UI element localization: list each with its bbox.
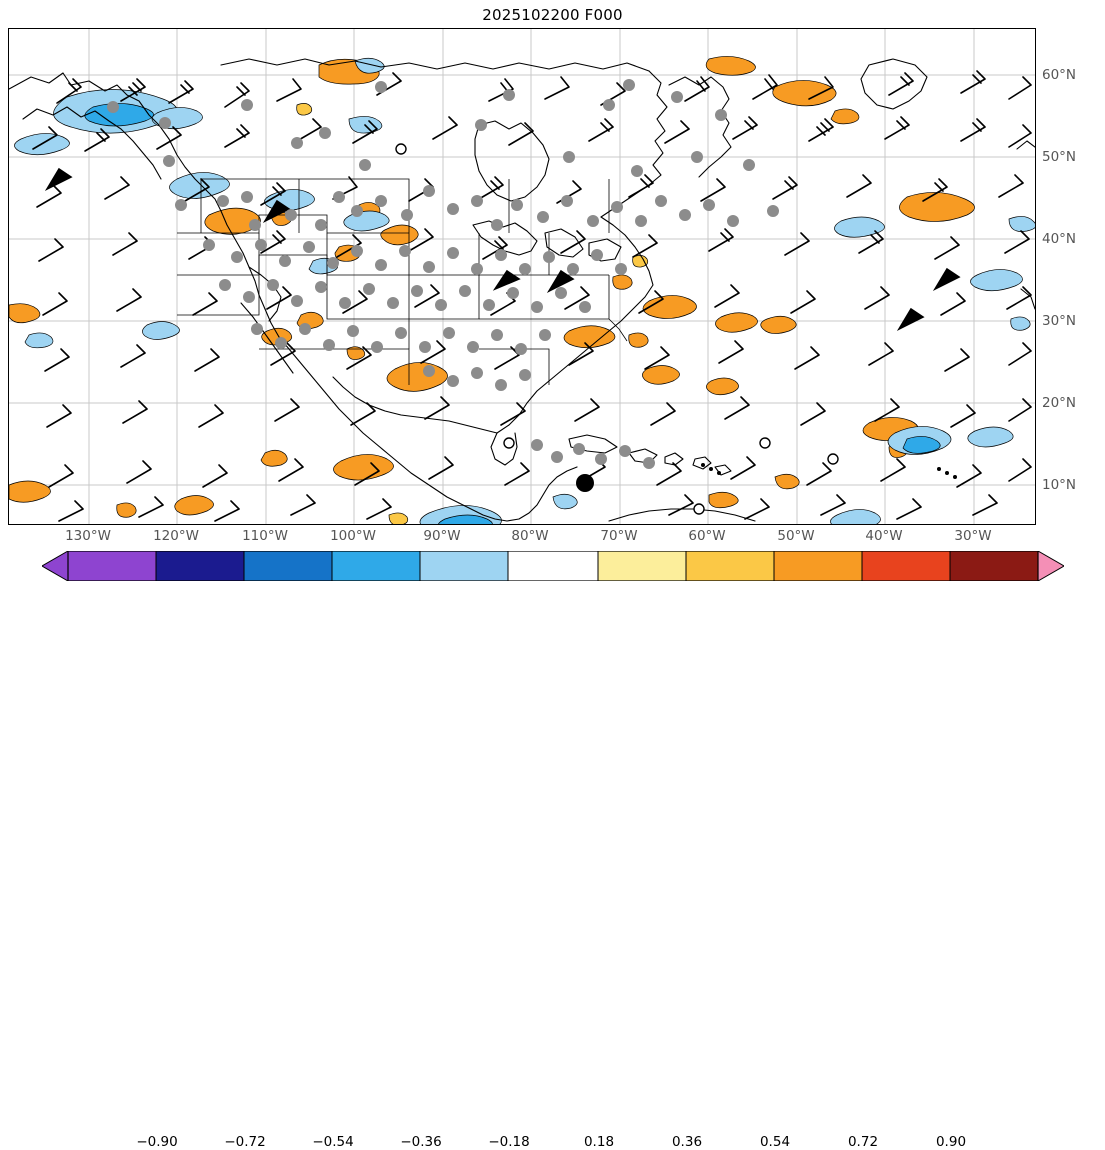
lat-tick-10n: 10°N bbox=[1042, 477, 1077, 493]
page-title: 2025102200 F000 bbox=[482, 6, 623, 24]
lat-tick-60n: 60°N bbox=[1042, 67, 1077, 83]
lon-tick-50w: 50°W bbox=[777, 528, 815, 544]
wind-barb-pennants bbox=[44, 167, 961, 331]
map-panel bbox=[8, 28, 1036, 525]
lon-tick-130w: 130°W bbox=[65, 528, 111, 544]
map-coastlines bbox=[9, 58, 1035, 522]
colorbar-tick--0.18: −0.18 bbox=[488, 1134, 530, 1150]
colorbar-tick-0.54: 0.54 bbox=[759, 1134, 791, 1150]
figure-root: 2025102200 F000 bbox=[8, 6, 1098, 1150]
wind-barbs bbox=[32, 70, 1032, 522]
lat-tick-20n: 20°N bbox=[1042, 395, 1077, 411]
station-markers bbox=[107, 79, 779, 469]
station-marker-filled-black bbox=[576, 463, 957, 492]
shaded-anomaly-field bbox=[9, 56, 1035, 524]
colorbar-tick-0.90: 0.90 bbox=[935, 1134, 967, 1150]
lon-tick-100w: 100°W bbox=[330, 528, 376, 544]
colorbar-tick--0.54: −0.54 bbox=[312, 1134, 354, 1150]
station-markers-open bbox=[395, 143, 839, 515]
lon-tick-60w: 60°W bbox=[688, 528, 726, 544]
colorbar-tick--0.90: −0.90 bbox=[136, 1134, 178, 1150]
colorbar-swatches bbox=[42, 551, 1064, 581]
colorbar: −0.90 −0.72 −0.54 −0.36 −0.18 0.18 0.36 … bbox=[8, 551, 1098, 1150]
lon-tick-40w: 40°W bbox=[865, 528, 903, 544]
lon-tick-120w: 120°W bbox=[153, 528, 199, 544]
lat-tick-40n: 40°N bbox=[1042, 231, 1077, 247]
lon-tick-110w: 110°W bbox=[242, 528, 288, 544]
map-admin-borders bbox=[177, 178, 628, 385]
map-canvas bbox=[9, 29, 1035, 524]
colorbar-tick--0.36: −0.36 bbox=[400, 1134, 442, 1150]
lon-tick-80w: 80°W bbox=[511, 528, 549, 544]
colorbar-tick-0.36: 0.36 bbox=[671, 1134, 703, 1150]
lon-tick-90w: 90°W bbox=[423, 528, 461, 544]
colorbar-tick-0.72: 0.72 bbox=[847, 1134, 879, 1150]
lat-tick-50n: 50°N bbox=[1042, 149, 1077, 165]
lon-tick-70w: 70°W bbox=[600, 528, 638, 544]
lon-tick-30w: 30°W bbox=[954, 528, 992, 544]
lat-tick-30n: 30°N bbox=[1042, 313, 1077, 329]
colorbar-tick-0.18: 0.18 bbox=[583, 1134, 615, 1150]
colorbar-tick--0.72: −0.72 bbox=[224, 1134, 266, 1150]
